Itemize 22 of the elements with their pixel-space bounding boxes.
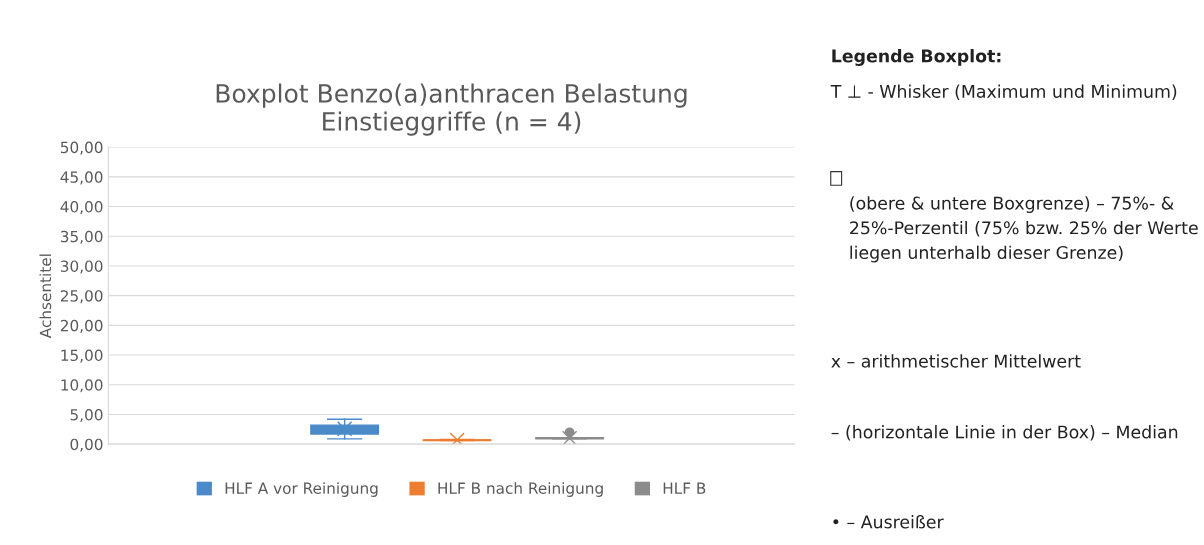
text: Legende Boxplot: [832,49,1001,66]
y-tick-label: 0,00 [70,438,103,452]
text: T ⊥ - Whisker (Maximum und Minimum) [830,84,1177,100]
text: (obere & untere Boxgrenze) – 75%- & 25%-Perzentil (75% bzw. 25% der Werte liegen unterhalb dieser Grenze) [850,196,1198,263]
text: • – Ausreißer [833,515,944,529]
y-axis-title: Achsentitel [39,254,52,339]
y-tick-label: 45,00 [60,171,103,185]
y-tick-label: 20,00 [60,319,103,333]
text: x – arithmetischer Mittelwert [831,354,1081,368]
y-tick-label: 30,00 [60,260,103,274]
y-tick-label: 25,00 [60,290,103,304]
legend-label: HLF A vor Reinigung [225,482,378,497]
legend-label: HLF B [663,482,706,494]
y-tick-label: 35,00 [60,230,103,244]
y-tick-label: 50,00 [60,141,103,155]
y-tick-label: 15,00 [61,349,103,363]
text: – (horizontale Linie in der Box) – Median [831,425,1178,441]
chart-title: Boxplot Benzo(a)anthracen Belastung Einstieggriffe (n = 4) [216,83,687,136]
y-tick-label: 10,00 [61,379,103,393]
y-tick-label: 5,00 [70,408,103,423]
legend-label: HLF B nach Reinigung [438,482,603,497]
y-tick-label: 40,00 [60,201,103,215]
